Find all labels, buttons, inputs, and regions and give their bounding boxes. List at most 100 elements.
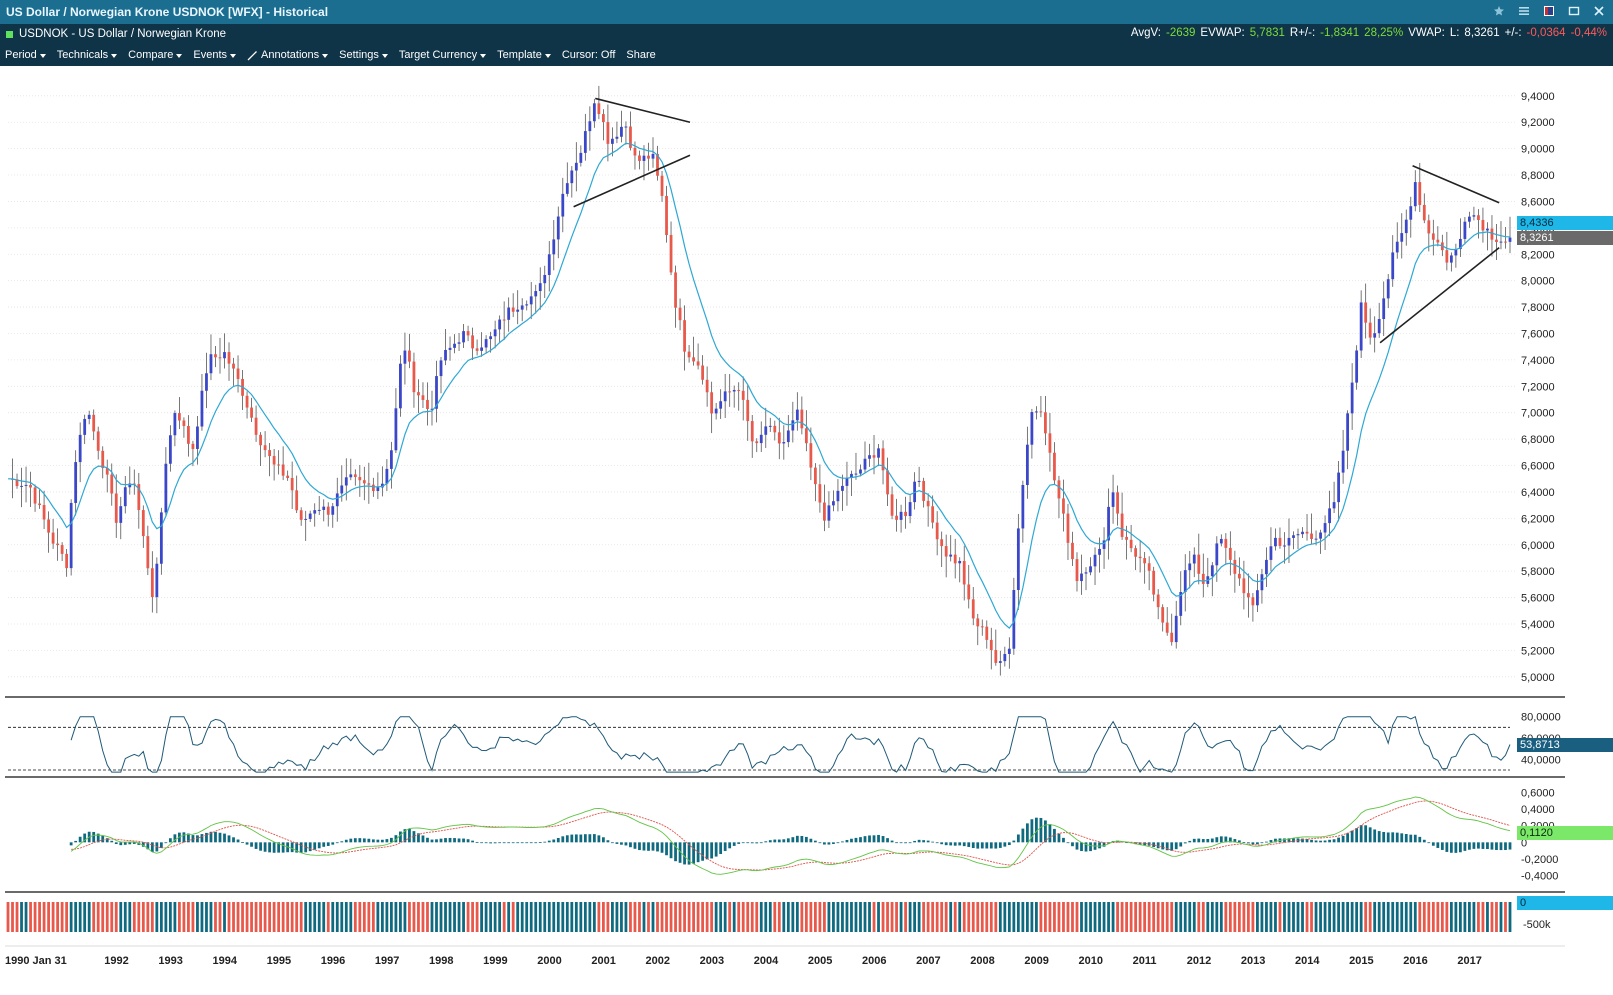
menu-label: Annotations <box>261 49 320 61</box>
macd-histogram-bar <box>92 831 96 843</box>
macd-histogram-bar <box>340 841 344 843</box>
macd-histogram-bar <box>353 838 357 843</box>
macd-histogram-bar <box>1201 839 1205 843</box>
candle-body <box>511 307 515 312</box>
candle-body <box>1449 255 1453 263</box>
macd-histogram-bar <box>728 842 732 849</box>
volume-bar <box>1431 902 1435 932</box>
candle-body <box>1251 597 1255 606</box>
volume-bar <box>1174 902 1178 932</box>
candle-body <box>1138 556 1142 559</box>
list-icon[interactable] <box>1516 3 1532 19</box>
candle-body <box>786 430 790 443</box>
volume-bar <box>1332 902 1336 932</box>
menu-period[interactable]: Period <box>5 49 46 61</box>
volume-bar <box>349 902 353 932</box>
cursor-toggle[interactable]: Cursor: Off <box>562 49 616 61</box>
macd-histogram-bar <box>1328 839 1331 843</box>
candle-body <box>922 480 926 501</box>
macd-histogram-bar <box>281 842 285 853</box>
macd-histogram-bar <box>516 842 520 844</box>
volume-bar <box>1499 902 1503 932</box>
macd-histogram-bar <box>1436 842 1440 848</box>
flag-icon[interactable] <box>1541 3 1557 19</box>
candle-body <box>841 485 844 491</box>
volume-bar <box>376 902 380 932</box>
candle-body <box>168 435 172 464</box>
candle-body <box>1183 570 1187 593</box>
candle-body <box>863 458 867 470</box>
candle-body <box>277 464 281 466</box>
volume-bar <box>87 902 91 932</box>
volume-bar <box>886 902 889 932</box>
menu-technicals[interactable]: Technicals <box>56 49 118 61</box>
candle-body <box>1454 249 1458 256</box>
volume-bar <box>588 902 592 932</box>
menu-target-currency[interactable]: Target Currency <box>399 49 487 61</box>
volume-bar <box>1409 902 1413 932</box>
maximize-icon[interactable] <box>1566 3 1582 19</box>
volume-bar <box>529 902 533 932</box>
volume-bar <box>850 902 853 932</box>
macd-histogram-bar <box>480 842 483 844</box>
volume-bar <box>705 902 709 932</box>
star-icon[interactable] <box>1491 3 1507 19</box>
macd-histogram-bar <box>886 838 889 843</box>
volume-bar <box>579 902 583 932</box>
macd-histogram-bar <box>358 838 362 843</box>
price-tick-label: 6,2000 <box>1521 513 1555 525</box>
menu-compare[interactable]: Compare <box>128 49 183 61</box>
share-button[interactable]: Share <box>626 49 655 61</box>
macd-histogram-bar <box>1080 842 1083 852</box>
candle-body <box>638 155 641 161</box>
macd-histogram-bar <box>1323 840 1327 843</box>
volume-bar <box>1481 902 1485 932</box>
macd-histogram-bar <box>272 842 276 853</box>
close-icon[interactable] <box>1591 3 1607 19</box>
candle-body <box>1016 528 1020 591</box>
candle-body <box>827 505 831 521</box>
candle-body <box>1310 533 1313 539</box>
volume-bar <box>1301 902 1304 932</box>
candle-body <box>1418 182 1422 205</box>
macd-histogram-bar <box>128 842 132 845</box>
x-tick-label: 2012 <box>1187 955 1211 967</box>
macd-histogram-bar <box>344 839 348 843</box>
candle-body <box>484 339 488 348</box>
candle-body <box>592 103 596 122</box>
candle-body <box>435 376 438 409</box>
candle-body <box>367 483 371 485</box>
menu-template[interactable]: Template <box>497 49 551 61</box>
volume-bar <box>209 902 213 932</box>
candle-body <box>899 511 903 520</box>
candle-body <box>705 379 709 393</box>
volume-bar <box>187 902 190 932</box>
volume-bar <box>538 902 542 932</box>
candle-body <box>426 399 429 410</box>
volume-bar <box>1296 902 1300 932</box>
candle-body <box>1071 542 1074 560</box>
volume-bar <box>1310 902 1313 932</box>
menu-label: Technicals <box>56 49 109 61</box>
macd-histogram-bar <box>1237 840 1241 843</box>
candle-body <box>723 391 727 402</box>
candle-body <box>556 216 560 240</box>
trendline <box>573 154 691 208</box>
macd-histogram-bar <box>638 842 641 851</box>
menu-annotations[interactable]: Annotations <box>247 49 329 61</box>
macd-histogram-bar <box>764 841 768 843</box>
volume-bar <box>362 902 366 932</box>
volume-bar <box>421 902 425 932</box>
candle-body <box>1093 554 1097 567</box>
macd-histogram-bar <box>223 833 226 843</box>
volume-value-badge: 0 <box>1517 896 1613 910</box>
macd-histogram-bar <box>1179 842 1183 847</box>
chart-area[interactable]: 9,40009,20009,00008,80008,60008,40008,20… <box>0 66 1613 995</box>
menu-settings[interactable]: Settings <box>339 49 388 61</box>
macd-histogram-bar <box>1468 842 1471 850</box>
volume-bar <box>1129 902 1133 932</box>
volume-bar <box>51 902 55 932</box>
candle-body <box>976 618 980 627</box>
menu-events[interactable]: Events <box>193 49 237 61</box>
candle-body <box>137 484 141 511</box>
